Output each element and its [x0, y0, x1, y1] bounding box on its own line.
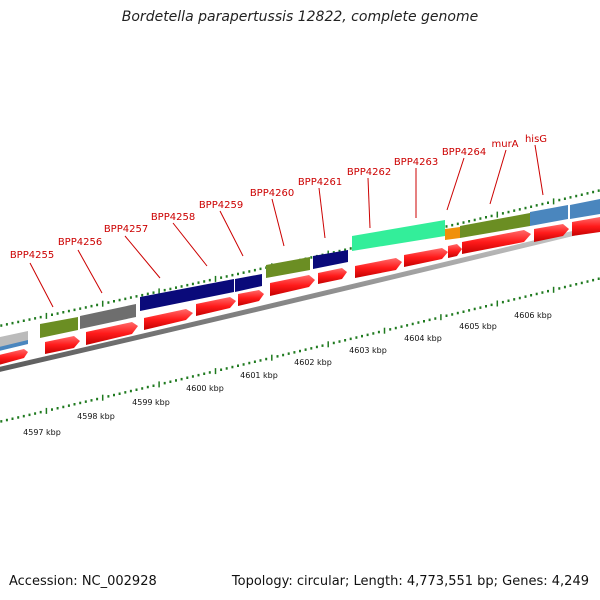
cds-arrow [448, 244, 462, 258]
leader-bpp4255 [29, 262, 54, 308]
scale-label: 4601 kbp [240, 371, 278, 380]
gene-block-bpp4260 [313, 250, 348, 269]
gene-block-bpp4258 [235, 274, 262, 292]
gene-block-bpp4259 [266, 257, 310, 278]
leader-bpp4257 [124, 235, 161, 279]
cds-arrow [355, 258, 402, 278]
gene-block-bpp4256 [80, 304, 136, 329]
gene-block-gray-left [0, 331, 28, 348]
cds-arrow [86, 322, 138, 345]
map-title: Bordetella parapertussis 12822, complete… [121, 9, 479, 25]
scale-label: 4605 kbp [459, 322, 497, 331]
gene-block-bpp4257 [140, 279, 234, 311]
gene-block-mura [530, 205, 568, 226]
gene-label-bpp4257: BPP4257 [104, 224, 148, 235]
genome-summary-text: Topology: circular; Length: 4,773,551 bp… [231, 574, 589, 589]
leader-hisg [534, 144, 544, 196]
cds-arrow [238, 290, 264, 306]
gene-block-bpp4255 [40, 317, 78, 338]
scale-label: 4604 kbp [404, 334, 442, 343]
cds-arrow [572, 217, 600, 236]
gene-block-bpp4263 [445, 227, 460, 240]
scale-label: 4597 kbp [23, 428, 61, 437]
scale-label: 4600 kbp [186, 384, 224, 393]
gene-label-bpp4263: BPP4263 [394, 157, 438, 168]
genome-backbone [0, 224, 600, 372]
cds-arrow [196, 297, 236, 316]
leader-bpp4262 [367, 177, 371, 229]
cds-arrow [534, 224, 569, 242]
gene-label-bpp4262: BPP4262 [347, 167, 391, 178]
cds-track [0, 217, 600, 365]
gene-label-bpp4259: BPP4259 [199, 200, 243, 211]
gene-label-bpp4256: BPP4256 [58, 237, 102, 248]
gene-block-blue-left [0, 340, 28, 351]
leader-bpp4256 [77, 249, 103, 294]
scale-label: 4603 kbp [349, 346, 387, 355]
accession-text: Accession: NC_002928 [9, 574, 157, 589]
cds-arrow [45, 336, 80, 354]
gene-block-bpp4262 [352, 220, 445, 251]
lower-scale-ticks [0, 277, 600, 423]
cds-arrow [0, 349, 28, 365]
leader-bpp4258 [172, 222, 208, 267]
gene-labels: BPP4255 BPP4256 BPP4257 BPP4258 BPP4259 … [10, 134, 547, 261]
leader-bpp4261 [318, 187, 326, 239]
gene-leader-lines [29, 144, 544, 308]
leader-bpp4259 [219, 210, 244, 257]
gene-label-bpp4260: BPP4260 [250, 188, 294, 199]
cds-arrow [318, 268, 347, 284]
scale-label: 4602 kbp [294, 358, 332, 367]
gene-label-hisg: hisG [525, 134, 547, 145]
gene-label-bpp4255: BPP4255 [10, 250, 54, 261]
scale-label: 4599 kbp [132, 398, 170, 407]
upper-scale-ticks [0, 189, 600, 327]
cds-arrow [270, 275, 315, 296]
scale-label: 4598 kbp [77, 412, 115, 421]
leader-bpp4264 [446, 157, 465, 211]
gene-label-bpp4261: BPP4261 [298, 177, 342, 188]
gene-label-bpp4258: BPP4258 [151, 212, 195, 223]
scale-label: 4606 kbp [514, 311, 552, 320]
gene-label-mura: murA [491, 139, 518, 150]
gene-block-hisg [570, 199, 600, 219]
gene-block-bpp4264 [460, 213, 530, 238]
scale-labels: 4597 kbp 4598 kbp 4599 kbp 4600 kbp 4601… [23, 311, 552, 437]
gene-label-bpp4264: BPP4264 [442, 147, 486, 158]
leader-bpp4260 [271, 198, 285, 247]
feature-track [0, 199, 600, 351]
cds-arrow [144, 309, 193, 330]
cds-arrow [404, 248, 448, 267]
cds-arrow [462, 230, 531, 254]
leader-mura [489, 149, 507, 205]
